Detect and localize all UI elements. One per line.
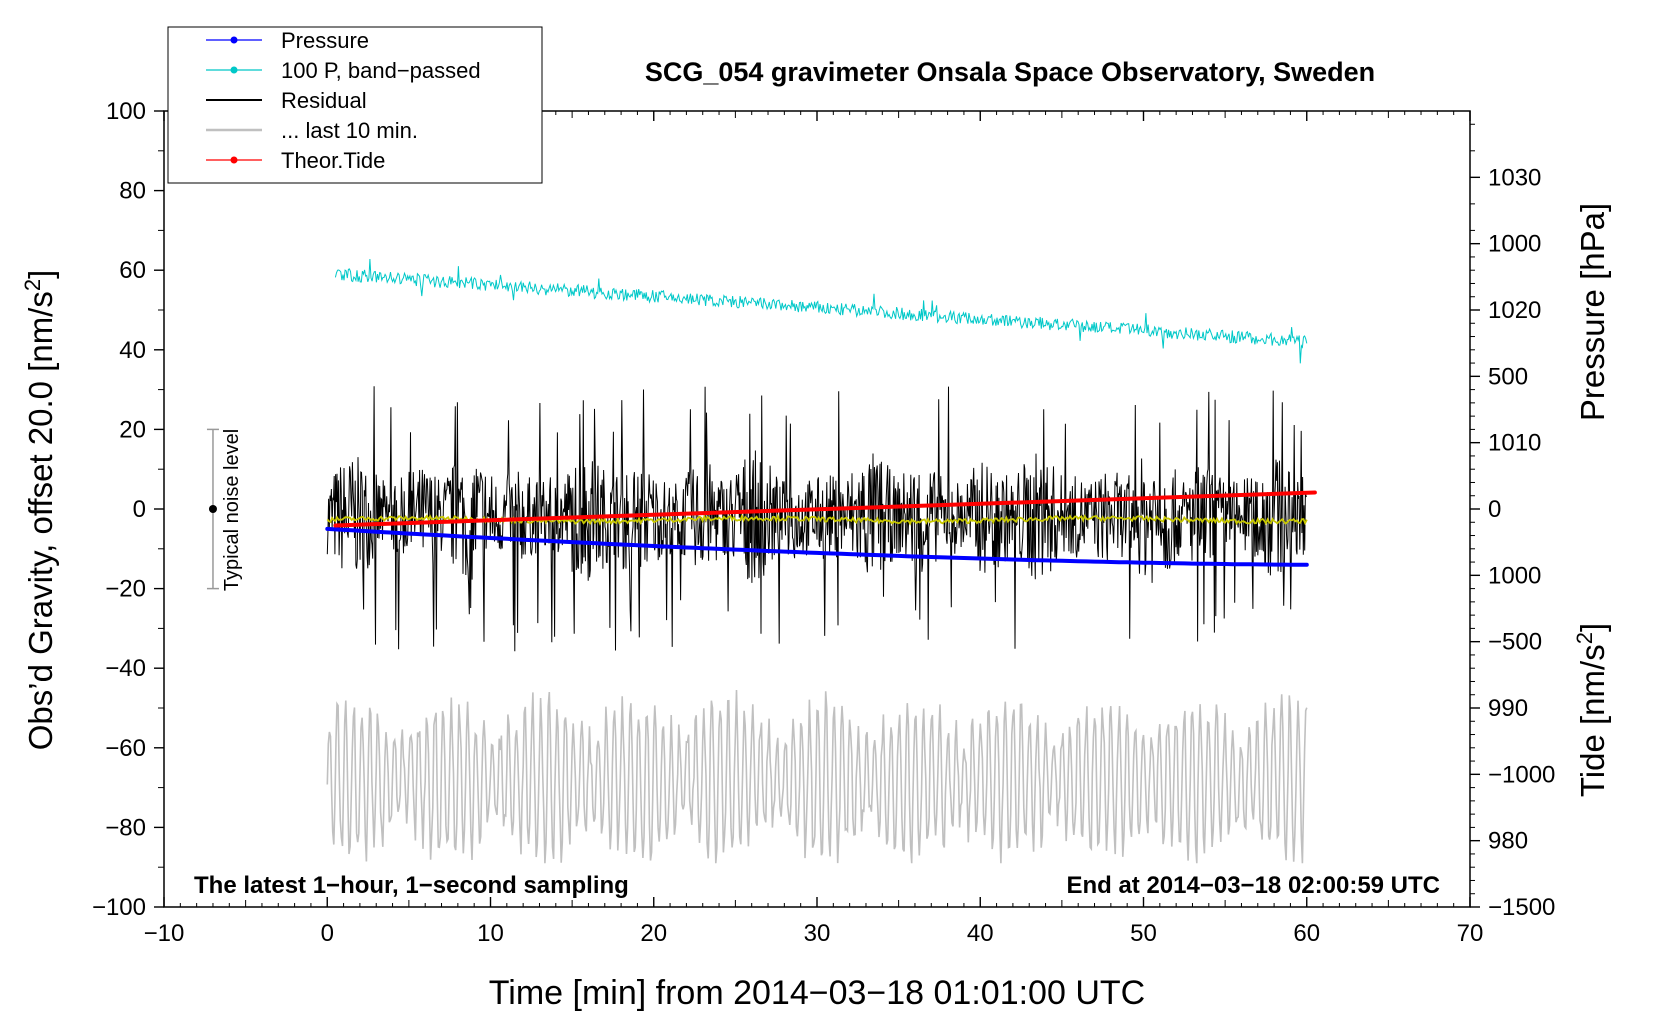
last-10-min-line	[326, 689, 1308, 864]
x-tick-label-5: 40	[967, 920, 994, 947]
tide-tick-label-5: 1000	[1488, 231, 1541, 258]
band-passed-line	[334, 258, 1308, 364]
pressure-tick-label-1: 990	[1488, 695, 1528, 722]
legend-entry-theor-tide: Theor.Tide	[206, 148, 385, 173]
x-tick-label-4: 30	[804, 920, 831, 947]
tide-axis-label-end: ]	[1574, 623, 1611, 632]
tide-tick-label-0: −1500	[1488, 894, 1555, 921]
pressure-axis-label: Pressure [hPa]	[1574, 203, 1611, 421]
tide-axis-label-sup: 2	[1572, 632, 1597, 644]
band-passed-pressure-series	[334, 258, 1308, 364]
tide-tick-label-3: 0	[1488, 496, 1501, 523]
x-tick-label-0: −10	[144, 920, 185, 947]
annotation-sampling: The latest 1−hour, 1−second sampling	[194, 872, 629, 899]
theor-tide-line	[333, 490, 1317, 528]
pressure-tick-label-3: 1010	[1488, 430, 1541, 457]
tide-tick-label-2: −500	[1488, 629, 1542, 656]
x-axis-ticks: −10 0 10 20 30 40 50 60 70	[144, 111, 1484, 947]
pressure-line	[325, 526, 1309, 567]
legend-label-last-10-min: ... last 10 min.	[281, 118, 418, 143]
y-tick-label-2: −60	[105, 735, 146, 762]
legend-entry-residual: Residual	[206, 88, 367, 113]
x-tick-label-1: 0	[321, 920, 334, 947]
legend-box	[167, 26, 543, 184]
tide-axis-ticks: −1500 −1000 −500 0 500 1000	[1470, 231, 1555, 921]
tide-tick-label-4: 500	[1488, 363, 1528, 390]
chart-title: SCG_054 gravimeter Onsala Space Observat…	[645, 57, 1375, 87]
legend-marker-pressure	[230, 36, 238, 44]
legend-entry-last-10-min: ... last 10 min.	[206, 118, 418, 143]
legend-label-pressure: Pressure	[281, 28, 369, 53]
x-tick-label-8: 70	[1457, 920, 1484, 947]
x-tick-label-3: 20	[640, 920, 667, 947]
y-axis-label-left-end: ]	[22, 270, 59, 279]
y-axis-label-left: Obs’d Gravity, offset 20.0 [nm/s2]	[20, 270, 59, 751]
y-axis-label-left-main: Obs’d Gravity, offset 20.0 [nm/s	[22, 291, 59, 750]
pressure-tick-label-4: 1020	[1488, 297, 1541, 324]
y-tick-label-7: 40	[119, 337, 146, 364]
y-tick-label-9: 80	[119, 178, 146, 205]
pressure-tick-label-0: 980	[1488, 828, 1528, 855]
pressure-tick-label-2: 1000	[1488, 562, 1541, 589]
y-tick-label-6: 20	[119, 416, 146, 443]
tide-axis-label-main: Tide [nm/s	[1574, 644, 1611, 797]
legend-label-residual: Residual	[281, 88, 367, 113]
theoretical-tide-series	[333, 490, 1317, 528]
y-axis-ticks: −100 −80 −60 −40 −20 0 20 40 60 80 100	[92, 98, 164, 921]
last-10-min-series	[326, 689, 1308, 864]
pressure-axis-ticks: 980 990 1000 1010 1020 1030	[1470, 123, 1541, 895]
annotation-end-time: End at 2014−03−18 02:00:59 UTC	[1066, 872, 1440, 899]
x-tick-label-6: 50	[1130, 920, 1157, 947]
legend-entry-pressure: Pressure	[206, 28, 369, 53]
y-tick-label-0: −100	[92, 894, 146, 921]
tide-tick-label-1: −1000	[1488, 761, 1555, 788]
tide-axis-label: Tide [nm/s2]	[1572, 623, 1611, 797]
y-tick-label-1: −80	[105, 814, 146, 841]
legend: Pressure 100 P, band−passed Residual ...…	[167, 26, 543, 184]
pressure-series	[325, 526, 1309, 567]
noise-level-bar	[206, 428, 219, 590]
legend-label-band-passed: 100 P, band−passed	[281, 58, 481, 83]
y-axis-label-left-sup: 2	[20, 279, 45, 291]
noise-bar-center-point	[208, 505, 217, 513]
legend-label-theor-tide: Theor.Tide	[281, 148, 385, 173]
x-tick-label-7: 60	[1293, 920, 1320, 947]
residual-series	[326, 386, 1308, 652]
pressure-tick-label-5: 1030	[1488, 164, 1541, 191]
residual-line	[326, 386, 1308, 652]
x-tick-label-2: 10	[477, 920, 504, 947]
y-tick-label-8: 60	[119, 257, 146, 284]
x-axis-label: Time [min] from 2014−03−18 01:01:00 UTC	[489, 974, 1145, 1012]
y-tick-label-10: 100	[106, 98, 146, 125]
legend-entry-band-passed: 100 P, band−passed	[206, 58, 481, 83]
legend-marker-band-passed	[230, 66, 238, 74]
y-tick-label-5: 0	[133, 496, 146, 523]
y-tick-label-4: −20	[105, 576, 146, 603]
noise-level-label: Typical noise level	[221, 429, 243, 591]
legend-marker-theor-tide	[230, 156, 238, 164]
y-tick-label-3: −40	[105, 655, 146, 682]
